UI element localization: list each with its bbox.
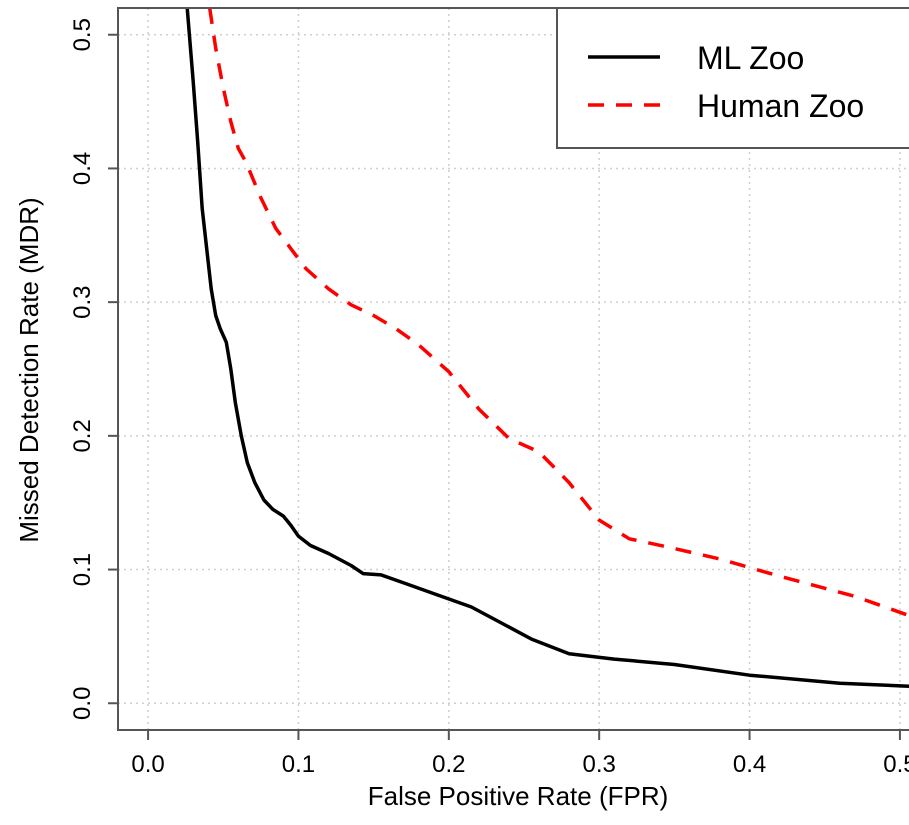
legend-label-ml-zoo: ML Zoo bbox=[697, 40, 804, 76]
x-tick-label: 0.1 bbox=[282, 751, 315, 778]
legend-box bbox=[556, 7, 909, 149]
x-tick-label: 0.4 bbox=[733, 751, 766, 778]
legend: ML Zoo Human Zoo bbox=[556, 7, 909, 149]
series-lines bbox=[185, 7, 909, 689]
plot-frame bbox=[117, 7, 909, 731]
series-line-ml-zoo bbox=[185, 7, 909, 689]
y-tick-label: 0.2 bbox=[69, 419, 96, 452]
axes: 0.0 0.1 0.2 0.3 0.4 0.5 0.0 0.1 0.2 0.3 0.4 0.5 bbox=[69, 18, 909, 778]
x-tick-label: 0.5 bbox=[883, 751, 909, 778]
y-tick-label: 0.3 bbox=[69, 285, 96, 318]
x-tick-label: 0.0 bbox=[131, 751, 164, 778]
series-line-human-zoo bbox=[207, 7, 909, 618]
y-tick-label: 0.1 bbox=[69, 553, 96, 586]
legend-label-human-zoo: Human Zoo bbox=[697, 88, 864, 124]
y-axis-title: Missed Detection Rate (MDR) bbox=[14, 197, 44, 542]
y-tick-label: 0.0 bbox=[69, 687, 96, 720]
y-tick-label: 0.4 bbox=[69, 152, 96, 185]
x-tick-label: 0.3 bbox=[582, 751, 615, 778]
y-tick-label: 0.5 bbox=[69, 18, 96, 51]
x-axis-title: False Positive Rate (FPR) bbox=[368, 781, 669, 811]
x-tick-label: 0.2 bbox=[432, 751, 465, 778]
